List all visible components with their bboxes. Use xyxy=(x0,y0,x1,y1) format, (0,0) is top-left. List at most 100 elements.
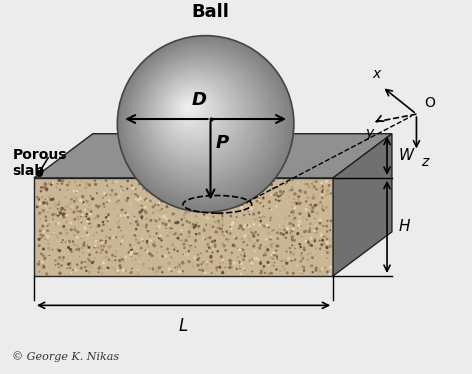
Point xyxy=(165,190,172,196)
Point xyxy=(229,269,237,275)
Point xyxy=(99,219,107,225)
Point xyxy=(274,236,281,242)
Point xyxy=(291,193,299,199)
Point xyxy=(148,252,156,258)
Point xyxy=(118,228,125,234)
Point xyxy=(48,261,55,267)
Point xyxy=(42,253,49,259)
Point xyxy=(204,235,212,241)
Point xyxy=(324,191,332,197)
Point xyxy=(310,194,317,200)
Point xyxy=(169,211,176,217)
Point xyxy=(281,258,289,264)
Point xyxy=(76,248,83,254)
Point xyxy=(78,233,86,239)
Point xyxy=(57,210,64,216)
Point xyxy=(115,218,123,224)
Point xyxy=(254,203,261,209)
Point xyxy=(237,264,245,270)
Point xyxy=(267,242,274,248)
Point xyxy=(51,203,59,209)
Point xyxy=(208,193,216,199)
Point xyxy=(273,203,280,209)
Point xyxy=(207,254,215,260)
Point xyxy=(324,250,331,256)
Point xyxy=(58,207,65,213)
Circle shape xyxy=(143,62,255,174)
Point xyxy=(174,220,182,226)
Point xyxy=(68,270,76,276)
Point xyxy=(309,195,317,201)
Point xyxy=(158,244,165,250)
Point xyxy=(169,211,177,217)
Point xyxy=(289,204,296,210)
Point xyxy=(255,196,263,202)
Point xyxy=(221,180,229,186)
Point xyxy=(98,238,105,244)
Point xyxy=(250,221,258,227)
Point xyxy=(150,209,157,215)
Point xyxy=(277,197,284,203)
Point xyxy=(241,267,248,273)
Circle shape xyxy=(185,103,193,111)
Point xyxy=(138,207,146,213)
Point xyxy=(67,208,75,214)
Point xyxy=(207,254,215,260)
Circle shape xyxy=(132,50,273,191)
Point xyxy=(227,231,234,237)
Point xyxy=(288,209,295,215)
Point xyxy=(148,221,156,227)
Point xyxy=(323,229,331,234)
Point xyxy=(106,187,113,193)
Point xyxy=(316,217,324,223)
Point xyxy=(55,202,62,208)
Point xyxy=(270,252,278,258)
Point xyxy=(115,198,122,204)
Point xyxy=(57,266,65,272)
Point xyxy=(135,203,143,209)
Point xyxy=(99,195,107,201)
Point xyxy=(92,181,99,187)
Point xyxy=(323,248,330,254)
Point xyxy=(294,231,302,237)
Point xyxy=(158,206,166,212)
Point xyxy=(227,190,235,196)
Point xyxy=(238,193,245,199)
Point xyxy=(113,269,120,275)
Point xyxy=(181,177,188,183)
Point xyxy=(225,197,232,203)
Point xyxy=(160,261,167,267)
Point xyxy=(185,225,193,231)
Point xyxy=(320,198,328,204)
Point xyxy=(184,222,191,228)
Point xyxy=(118,184,126,190)
Point xyxy=(227,197,234,203)
Circle shape xyxy=(167,85,220,138)
Point xyxy=(138,214,145,220)
Point xyxy=(114,213,121,219)
Point xyxy=(205,204,213,210)
Point xyxy=(282,215,289,221)
Point xyxy=(108,251,116,257)
Point xyxy=(177,237,184,243)
Point xyxy=(112,249,120,255)
Point xyxy=(226,264,234,270)
Point xyxy=(218,208,225,214)
Point xyxy=(89,196,96,202)
Point xyxy=(45,221,53,227)
Point xyxy=(314,210,321,216)
Point xyxy=(56,270,64,276)
Point xyxy=(81,225,89,231)
Point xyxy=(275,223,282,229)
Point xyxy=(215,199,222,205)
Point xyxy=(177,236,185,242)
Point xyxy=(158,198,166,204)
Point xyxy=(215,190,222,196)
Point xyxy=(104,206,111,212)
Point xyxy=(73,204,81,210)
Point xyxy=(246,184,254,190)
Point xyxy=(222,180,229,186)
Point xyxy=(104,265,112,271)
Point xyxy=(35,211,43,217)
Point xyxy=(260,252,267,258)
